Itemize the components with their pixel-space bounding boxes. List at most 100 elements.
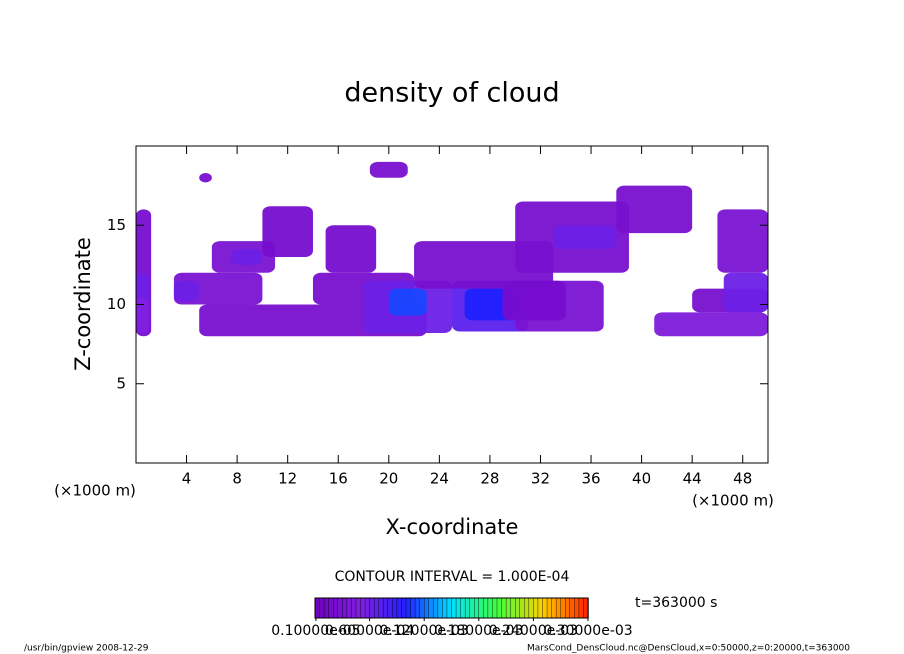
colorbar-tick-label: 0.10000e-05 [271,623,360,639]
colorbar-cell [387,597,394,619]
colorbar-cell [333,597,339,619]
colorbar-cell [464,597,471,619]
x-tick-label: 32 [531,470,550,488]
colorbar-cell [433,597,439,619]
colorbar-cell [424,597,430,619]
x-tick-label: 20 [379,470,398,488]
x-tick-label: 8 [232,470,242,488]
colorbar-cell [574,597,580,619]
colorbar-tick-label: 0.60000e-04 [325,623,414,639]
cloud-patch [654,312,768,337]
time-label: t=363000 s [635,595,717,611]
x-tick-label: 40 [632,470,651,488]
colorbar: 0.10000e-050.60000e-040.12000e-030.18000… [271,597,633,639]
contour-interval: CONTOUR INTERVAL = 1.000E-04 [335,569,570,585]
cloud-patch [553,225,617,250]
colorbar-cell [555,597,562,619]
x-tick-label: 28 [480,470,499,488]
footer-right: MarsCond_DensCloud.nc@DensCloud,x=0:5000… [527,644,850,654]
colorbar-cell [492,597,498,619]
colorbar-cell [505,597,512,619]
cloud-patch [136,296,149,334]
colorbar-cell [578,597,585,619]
colorbar-cell [405,597,412,619]
cloud-patch [262,206,313,257]
colorbar-cell [323,597,330,619]
colorbar-cell [515,597,521,619]
y-tick-label: 10 [107,295,126,313]
colorbar-cell [346,597,353,619]
colorbar-cell [565,597,571,619]
colorbar-cell [533,597,539,619]
colorbar-cell [478,597,485,619]
colorbar-cell [401,597,407,619]
colorbar-cell [319,597,325,619]
cloud-patch [717,209,768,273]
colorbar-cell [469,597,475,619]
cloud-patch [388,288,427,316]
colorbar-cell [373,597,380,619]
colorbar-cell [396,597,403,619]
cloud-patch [502,280,566,321]
x-tick-label: 24 [430,470,449,488]
colorbar-cell [519,597,526,619]
colorbar-cell [487,597,494,619]
colorbar-tick-label: 0.24000e-03 [489,623,578,639]
colorbar-cell [446,597,453,619]
x-axis-label: X-coordinate [386,515,519,539]
y-tick-label: 15 [107,216,126,234]
colorbar-cell [428,597,435,619]
colorbar-cell [483,597,489,619]
x-tick-label: 36 [581,470,600,488]
cloud-patch [616,185,693,234]
colorbar-cell [546,597,553,619]
cloud-patch [325,225,377,273]
colorbar-cell [337,597,344,619]
colorbar-cell [360,597,366,619]
x-tick-label: 4 [182,470,192,488]
colorbar-cell [351,597,357,619]
colorbar-tick-label: 0.12000e-03 [380,623,469,639]
colorbar-cell [355,597,362,619]
colorbar-tick-label: 0.18000e-03 [434,623,523,639]
colorbar-cell [569,597,576,619]
footer-left: /usr/bin/gpview 2008-12-29 [24,644,149,654]
cloud-patch [723,272,768,313]
x-unit-label: (×1000 m) [54,482,136,500]
x-tick-label: 44 [683,470,702,488]
colorbar-tick-label: 0.30000e-03 [543,623,632,639]
colorbar-cell [383,597,389,619]
colorbar-cell [510,597,516,619]
cloud-patch [173,280,200,302]
colorbar-cell [524,597,530,619]
y-tick-label: 5 [116,374,126,392]
colorbar-cell [551,597,557,619]
colorbar-cell [314,597,321,619]
colorbar-cell [501,597,507,619]
colorbar-cell [378,597,384,619]
x-tick-label: 12 [278,470,297,488]
colorbar-cell [414,597,421,619]
colorbar-frame [314,597,589,619]
colorbar-cell [364,597,371,619]
colorbar-cell [474,597,480,619]
colorbar-cell [410,597,416,619]
y-axis-label: Z-coordinate [71,237,95,371]
chart-title: density of cloud [344,78,559,109]
colorbar-cell [451,597,457,619]
cloud-patch [230,249,263,265]
plot-area [136,161,768,337]
colorbar-cell [560,597,566,619]
colorbar-cell [442,597,448,619]
colorbar-cell [369,597,375,619]
colorbar-cell [537,597,544,619]
colorbar-cell [455,597,462,619]
colorbar-cell [437,597,444,619]
colorbar-cell [328,597,334,619]
cloud-patch [199,172,212,183]
x-tick-label: 48 [733,470,752,488]
cloud-patch [369,161,408,178]
colorbar-cell [528,597,535,619]
colorbar-cell [496,597,503,619]
